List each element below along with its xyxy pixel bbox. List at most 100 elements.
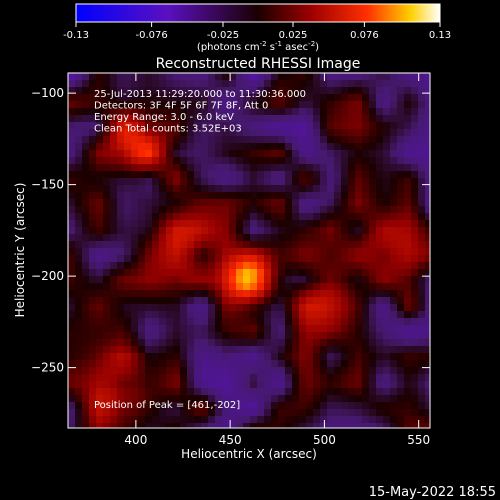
heatmap-cell xyxy=(271,115,278,122)
heatmap-cell xyxy=(425,234,430,241)
heatmap-cell xyxy=(173,199,180,206)
heatmap-cell xyxy=(299,374,306,381)
heatmap-cell xyxy=(299,388,306,395)
heatmap-cell xyxy=(138,143,145,150)
heatmap-cell xyxy=(348,199,355,206)
heatmap-cell xyxy=(397,178,404,185)
heatmap-cell xyxy=(397,73,404,80)
heatmap-cell xyxy=(194,94,201,101)
heatmap-cell xyxy=(75,248,82,255)
heatmap-cell xyxy=(110,325,117,332)
heatmap-cell xyxy=(96,129,103,136)
heatmap-cell xyxy=(278,248,285,255)
heatmap-cell xyxy=(390,87,397,94)
heatmap-cell xyxy=(180,227,187,234)
heatmap-cell xyxy=(173,206,180,213)
heatmap-cell xyxy=(362,423,369,428)
heatmap-cell xyxy=(425,409,430,416)
heatmap-cell xyxy=(348,283,355,290)
heatmap-cell xyxy=(327,304,334,311)
heatmap-cell xyxy=(201,129,208,136)
heatmap-cell xyxy=(229,297,236,304)
heatmap-cell xyxy=(145,416,152,423)
heatmap-cell xyxy=(243,297,250,304)
heatmap-cell xyxy=(362,262,369,269)
heatmap-cell xyxy=(383,143,390,150)
heatmap-cell xyxy=(425,248,430,255)
heatmap-cell xyxy=(411,367,418,374)
heatmap-cell xyxy=(257,388,264,395)
heatmap-cell xyxy=(355,346,362,353)
heatmap-cell xyxy=(257,262,264,269)
heatmap-cell xyxy=(250,185,257,192)
heatmap-cell xyxy=(159,213,166,220)
heatmap-cell xyxy=(215,367,222,374)
heatmap-cell xyxy=(138,157,145,164)
heatmap-cell xyxy=(348,108,355,115)
heatmap-cell xyxy=(208,108,215,115)
heatmap-cell xyxy=(411,73,418,80)
heatmap-cell xyxy=(194,192,201,199)
heatmap-cell xyxy=(166,388,173,395)
heatmap-cell xyxy=(369,136,376,143)
heatmap-cell xyxy=(390,332,397,339)
heatmap-cell xyxy=(82,178,89,185)
heatmap-cell xyxy=(236,402,243,409)
heatmap-cell xyxy=(131,360,138,367)
heatmap-cell xyxy=(82,346,89,353)
heatmap-cell xyxy=(390,241,397,248)
heatmap-cell xyxy=(306,241,313,248)
heatmap-cell xyxy=(131,248,138,255)
heatmap-cell xyxy=(390,150,397,157)
heatmap-cell xyxy=(82,87,89,94)
heatmap-cell xyxy=(278,276,285,283)
heatmap-cell xyxy=(96,262,103,269)
heatmap-cell xyxy=(201,353,208,360)
heatmap-cell xyxy=(390,374,397,381)
heatmap-cell xyxy=(145,388,152,395)
heatmap-cell xyxy=(138,388,145,395)
heatmap-cell xyxy=(383,262,390,269)
heatmap-cell xyxy=(166,255,173,262)
heatmap-cell xyxy=(278,171,285,178)
heatmap-cell xyxy=(299,367,306,374)
heatmap-cell xyxy=(264,423,271,428)
heatmap-cell xyxy=(68,255,75,262)
heatmap-cell xyxy=(236,178,243,185)
heatmap-cell xyxy=(96,374,103,381)
heatmap-cell xyxy=(82,248,89,255)
heatmap-cell xyxy=(313,157,320,164)
heatmap-cell xyxy=(110,115,117,122)
heatmap-cell xyxy=(173,87,180,94)
heatmap-cell xyxy=(355,290,362,297)
heatmap-cell xyxy=(376,325,383,332)
heatmap-cell xyxy=(75,353,82,360)
heatmap-cell xyxy=(208,241,215,248)
heatmap-cell xyxy=(320,367,327,374)
heatmap-cell xyxy=(103,374,110,381)
heatmap-cell xyxy=(145,276,152,283)
heatmap-cell xyxy=(201,332,208,339)
heatmap-cell xyxy=(124,297,131,304)
heatmap-cell xyxy=(383,192,390,199)
heatmap-cell xyxy=(425,339,430,346)
chart-title: Reconstructed RHESSI Image xyxy=(156,56,361,72)
heatmap-cell xyxy=(376,248,383,255)
heatmap-cell xyxy=(131,283,138,290)
heatmap-cell xyxy=(96,164,103,171)
heatmap-cell xyxy=(383,360,390,367)
heatmap-cell xyxy=(376,318,383,325)
heatmap-cell xyxy=(215,269,222,276)
heatmap-cell xyxy=(404,325,411,332)
heatmap-cell xyxy=(180,353,187,360)
heatmap-cell xyxy=(390,262,397,269)
heatmap-cell xyxy=(348,367,355,374)
heatmap-cell xyxy=(194,248,201,255)
heatmap-cell xyxy=(215,325,222,332)
heatmap-cell xyxy=(89,192,96,199)
heatmap-cell xyxy=(397,276,404,283)
heatmap-cell xyxy=(229,87,236,94)
heatmap-cell xyxy=(96,353,103,360)
heatmap-cell xyxy=(152,234,159,241)
heatmap-cell xyxy=(138,87,145,94)
